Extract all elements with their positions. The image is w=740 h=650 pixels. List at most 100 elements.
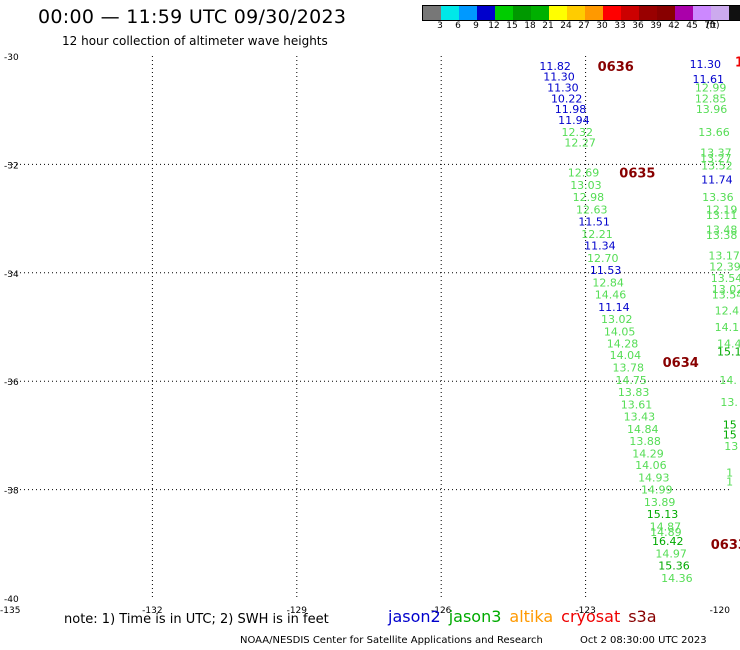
note-text: note: 1) Time is in UTC; 2) SWH is in fe… bbox=[64, 612, 329, 627]
wave-height-label: 13.43 bbox=[624, 410, 656, 423]
lat-tick-label: -30 bbox=[4, 53, 19, 63]
colorbar-label: 27 bbox=[578, 21, 590, 31]
lat-tick-label: -36 bbox=[4, 378, 19, 388]
lon-tick-label: -129 bbox=[287, 606, 308, 616]
wave-height-label: 11.30 bbox=[547, 81, 579, 94]
wave-height-label: 14.93 bbox=[638, 472, 670, 485]
lon-tick-label: -123 bbox=[575, 606, 595, 616]
colorbar-swatch bbox=[531, 6, 549, 20]
wave-height-label: 11.30 bbox=[543, 71, 575, 84]
wave-height-label: 13.61 bbox=[621, 399, 653, 412]
wave-height-label: 14.36 bbox=[661, 572, 693, 585]
wave-height-label: 14.1 bbox=[715, 321, 740, 334]
wave-height-label: 12.85 bbox=[695, 92, 727, 105]
wave-height-label: 13.02 bbox=[712, 283, 740, 296]
colorbar-swatch bbox=[495, 6, 513, 20]
colorbar-label: 24 bbox=[560, 21, 572, 31]
wave-height-label: 13.48 bbox=[706, 223, 738, 236]
colorbar-swatch bbox=[459, 6, 477, 20]
colorbar-label: 21 bbox=[542, 21, 554, 31]
satellite-legend: jason2 jason3 altika cryosat s3a bbox=[388, 607, 665, 626]
wave-height-label: 14.4 bbox=[717, 337, 740, 350]
wave-height-label: 12.84 bbox=[592, 277, 624, 290]
lat-tick-label: -38 bbox=[4, 487, 19, 497]
wave-height-label: 11.14 bbox=[598, 301, 630, 314]
wave-height-label: 13.03 bbox=[570, 179, 602, 192]
wave-height-label: 15.36 bbox=[658, 559, 690, 572]
wave-height-label: 11.98 bbox=[555, 103, 587, 116]
colorbar-label: 30 bbox=[596, 21, 608, 31]
wave-height-label: 13.02 bbox=[601, 313, 633, 326]
wave-height-label: 15 bbox=[723, 428, 737, 441]
map-grid bbox=[8, 56, 730, 598]
lon-tick-label: -135 bbox=[0, 606, 20, 616]
wave-height-label: 14. bbox=[719, 374, 737, 387]
wave-height-label: 14.97 bbox=[655, 548, 687, 561]
colorbar-label: 18 bbox=[524, 21, 536, 31]
colorbar-label: 9 bbox=[473, 21, 479, 31]
lat-tick-label: -40 bbox=[4, 595, 19, 605]
wave-height-label: 12.39 bbox=[709, 260, 740, 273]
wave-height-label: 10.22 bbox=[551, 92, 583, 105]
wave-height-label: 14.04 bbox=[610, 349, 642, 362]
wave-height-label: 12.69 bbox=[568, 167, 600, 180]
colorbar-swatch bbox=[603, 6, 621, 20]
wave-height-label: 13.37 bbox=[700, 146, 732, 159]
wave-height-label: 13.54 bbox=[711, 272, 740, 285]
wave-height-label: 14.89 bbox=[650, 526, 682, 539]
colorbar-swatch bbox=[441, 6, 459, 20]
wave-height-label: 12.32 bbox=[562, 126, 594, 139]
colorbar-label: 39 bbox=[650, 21, 662, 31]
wave-height-label: 14.84 bbox=[627, 423, 659, 436]
wave-height-label: 13.96 bbox=[696, 103, 728, 116]
lon-tick-label: -132 bbox=[142, 606, 162, 616]
colorbar-swatch bbox=[639, 6, 657, 20]
time-label: 0633 bbox=[711, 538, 740, 553]
wave-height-label: 11.82 bbox=[539, 60, 571, 73]
wave-height-label: 15.1 bbox=[717, 345, 740, 358]
colorbar-label: 45 bbox=[686, 21, 698, 31]
colorbar-swatch bbox=[477, 6, 495, 20]
time-label: 0636 bbox=[598, 60, 634, 75]
wave-height-label: 14.05 bbox=[604, 325, 636, 338]
wave-height-label: 11.53 bbox=[590, 264, 622, 277]
wave-height-label: 13.11 bbox=[706, 209, 738, 222]
map-axes: -30 -32 -34 -36 -38 -40-135 -132 -129 -126 -123 -1… bbox=[0, 53, 730, 616]
wave-height-label: 13 bbox=[724, 440, 738, 453]
colorbar-swatch bbox=[711, 6, 729, 20]
colorbar-swatch bbox=[621, 6, 639, 20]
lon-tick-label: -126 bbox=[431, 606, 452, 616]
wave-height-label: 11.34 bbox=[584, 240, 616, 253]
satellite-legend-item: altika bbox=[509, 607, 554, 626]
colorbar-label: 3 bbox=[437, 21, 443, 31]
wave-height-label: 11.51 bbox=[578, 215, 610, 228]
colorbar-swatch bbox=[423, 6, 441, 20]
colorbar-swatch bbox=[693, 6, 711, 20]
wave-height-label: 12.98 bbox=[573, 191, 605, 204]
wave-height-label: 12.70 bbox=[587, 252, 619, 265]
wave-height-label: 13.36 bbox=[702, 191, 734, 204]
colorbar-label: 15 bbox=[506, 21, 518, 31]
colorbar-unit: (ft) bbox=[706, 21, 720, 31]
satellite-legend-item: cryosat bbox=[561, 607, 621, 626]
colorbar-swatch bbox=[657, 6, 675, 20]
time-label: 10 bbox=[735, 55, 740, 70]
lat-tick-label: -34 bbox=[4, 270, 19, 280]
wave-height-label: 13.66 bbox=[698, 126, 730, 139]
colorbar-swatch bbox=[513, 6, 531, 20]
colorbar-swatch bbox=[675, 6, 693, 20]
wave-height-label: 1 bbox=[726, 466, 733, 479]
colorbar-labels: 3 6 9 12 15 18 21 24 27 30 33 36 39 42 45 70 bbox=[422, 21, 732, 35]
colorbar-swatch bbox=[549, 6, 567, 20]
wave-height-label: 13.88 bbox=[629, 435, 661, 448]
wave-height-label: 11.74 bbox=[701, 174, 733, 187]
lat-tick-label: -32 bbox=[4, 161, 19, 171]
wave-height-label: 11.94 bbox=[558, 114, 590, 127]
wave-height-label: 14.99 bbox=[641, 484, 673, 497]
footer-timestamp: Oct 2 08:30:00 UTC 2023 bbox=[580, 635, 707, 646]
colorbar-swatch bbox=[729, 6, 740, 20]
wave-height-label: 12.27 bbox=[564, 137, 596, 150]
time-label: 0635 bbox=[619, 167, 655, 182]
colorbar-label: 33 bbox=[614, 21, 626, 31]
